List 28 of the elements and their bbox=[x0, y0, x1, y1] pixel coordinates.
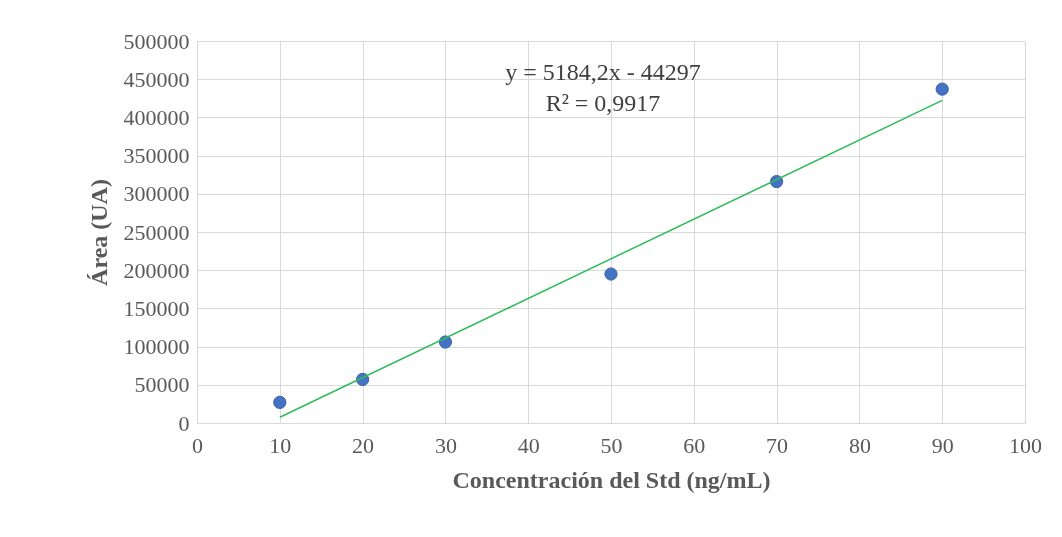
y-tick-label: 500000 bbox=[123, 28, 190, 54]
x-tick-label: 70 bbox=[766, 432, 789, 458]
y-tick-label: 400000 bbox=[123, 104, 190, 130]
y-tick-label: 200000 bbox=[123, 257, 190, 283]
y-tick-label: 50000 bbox=[134, 372, 190, 398]
x-tick-label: 100 bbox=[1009, 432, 1042, 458]
point bbox=[935, 82, 949, 96]
y-tick-label: 0 bbox=[178, 410, 190, 436]
point bbox=[604, 267, 618, 281]
x-tick-label: 60 bbox=[683, 432, 706, 458]
x-tick-label: 40 bbox=[517, 432, 540, 458]
y-tick-label: 450000 bbox=[123, 66, 190, 92]
x-tick-label: 30 bbox=[434, 432, 457, 458]
point bbox=[273, 395, 287, 409]
annotation: y = 5184,2x - 44297 bbox=[505, 59, 701, 85]
x-tick-label: 80 bbox=[848, 432, 871, 458]
y-axis-title: Área (UA) bbox=[85, 179, 112, 286]
x-tick-label: 90 bbox=[931, 432, 954, 458]
y-tick-label: 100000 bbox=[123, 334, 190, 360]
annotation: R² = 0,9917 bbox=[545, 90, 661, 116]
x-tick-label: 20 bbox=[352, 432, 375, 458]
x-tick-label: 10 bbox=[269, 432, 292, 458]
y-tick-label: 150000 bbox=[123, 295, 190, 321]
x-tick-label: 50 bbox=[600, 432, 623, 458]
y-tick-label: 300000 bbox=[123, 181, 190, 207]
x-axis-title: Concentración del Std (ng/mL) bbox=[452, 466, 771, 493]
y-tick-label: 250000 bbox=[123, 219, 190, 245]
y-tick-label: 350000 bbox=[123, 143, 190, 169]
